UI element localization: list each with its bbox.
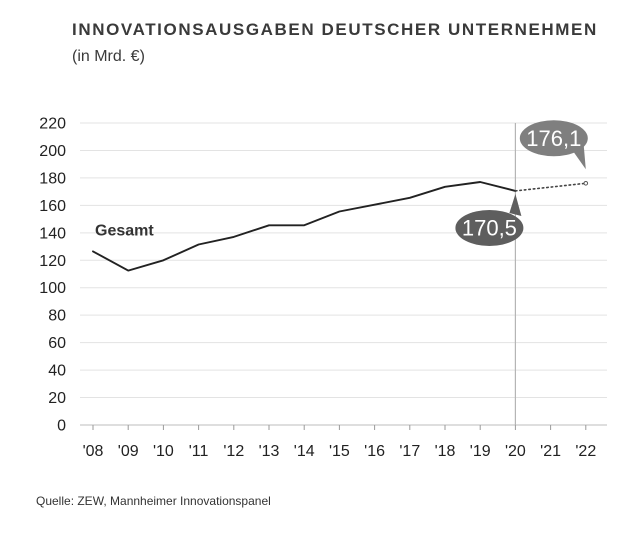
forecast-endpoint [583,180,589,186]
axes: 0 20 40 60 80 100 120 140 160 180 200 220 '08 '09 '10 '… [39,116,596,461]
x-tick-label: '19 [470,443,491,460]
x-tick-label: '14 [294,443,315,460]
x-tick-label: '11 [189,443,209,460]
callout-tail [573,146,586,170]
callout-bubble [455,209,524,246]
value-callout: 170,5 [455,193,524,246]
x-tick-label: '22 [575,443,596,460]
y-tick-label: 140 [39,225,66,242]
forecast-line [514,182,587,192]
callout-tail [509,193,522,216]
y-tick-label: 200 [39,143,66,160]
callout-bubble [519,120,588,157]
x-tick-label: '16 [364,443,385,460]
x-tick-label: '15 [329,443,350,460]
x-tick-label: '13 [259,443,280,460]
value-callout: 176,1 [519,120,588,170]
y-tick-label: 160 [39,198,66,215]
y-tick-label: 0 [57,418,66,435]
callout-label: 170,5 [462,215,517,240]
x-tick-label: '17 [399,443,420,460]
x-tick-label: '18 [435,443,456,460]
x-tick-label: '08 [83,443,104,460]
grid [80,122,607,426]
annotations: 170,5 176,1 [455,120,588,246]
y-tick-label: 220 [39,116,66,133]
source-note: Quelle: ZEW, Mannheimer Innovationspanel [36,494,271,508]
x-tick-label: '09 [118,443,139,460]
series-label: Gesamt [95,222,154,239]
chart-subtitle: (in Mrd. €) [72,48,145,65]
x-tick-label: '21 [540,443,561,460]
y-tick-label: 180 [39,170,66,187]
y-tick-label: 100 [39,280,66,297]
x-tick-label: '12 [223,443,244,460]
y-tick-label: 80 [48,308,66,325]
series: Gesamt [92,180,589,272]
y-tick-label: 20 [48,390,66,407]
x-tick-label: '20 [505,443,526,460]
y-tick-label: 60 [48,335,66,352]
y-tick-label: 40 [48,363,66,380]
chart-title: INNOVATIONSAUSGABEN DEUTSCHER UNTERNEHME… [72,20,598,39]
y-tick-label: 120 [39,253,66,270]
callout-label: 176,1 [526,126,581,151]
x-tick-label: '10 [153,443,174,460]
series-line-gesamt [92,181,517,272]
